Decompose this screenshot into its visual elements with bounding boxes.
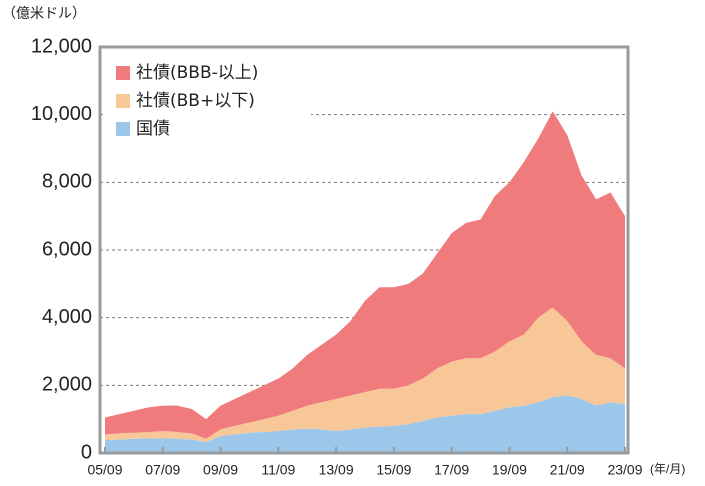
area bbox=[105, 395, 625, 453]
legend-swatch bbox=[116, 66, 130, 80]
y-tick-label: 12,000 bbox=[31, 35, 92, 57]
x-tick-label: 05/09 bbox=[87, 462, 122, 478]
x-tick-label: 13/09 bbox=[319, 462, 354, 478]
legend-label: 社債(BBB-以上) bbox=[136, 63, 258, 83]
x-tick-label: 07/09 bbox=[145, 462, 180, 478]
x-tick-label: 09/09 bbox=[203, 462, 238, 478]
y-tick-label: 4,000 bbox=[42, 306, 92, 328]
x-tick-label: 11/09 bbox=[261, 462, 295, 478]
y-tick-label: 0 bbox=[81, 441, 92, 463]
plot-frame bbox=[98, 45, 630, 455]
legend-swatch bbox=[116, 94, 130, 108]
area bbox=[105, 111, 625, 439]
legend-label: 国債 bbox=[136, 119, 170, 139]
x-axis-unit: (年/月) bbox=[650, 462, 685, 476]
area bbox=[105, 307, 625, 443]
legend-swatch bbox=[116, 122, 130, 136]
y-axis-label: （億米ドル） bbox=[2, 6, 86, 22]
y-tick-label: 2,000 bbox=[42, 374, 92, 396]
x-tick-label: 15/09 bbox=[376, 462, 411, 478]
x-tick-label: 17/09 bbox=[434, 462, 469, 478]
legend-box bbox=[106, 56, 311, 152]
legend-label: 社債(BB+以下) bbox=[136, 91, 255, 111]
y-tick-label: 10,000 bbox=[31, 103, 92, 125]
y-tick-label: 6,000 bbox=[42, 238, 92, 260]
y-tick-label: 8,000 bbox=[42, 171, 92, 193]
x-tick-label: 23/09 bbox=[607, 462, 642, 478]
x-tick-label: 19/09 bbox=[492, 462, 527, 478]
x-tick-label: 21/09 bbox=[550, 462, 585, 478]
